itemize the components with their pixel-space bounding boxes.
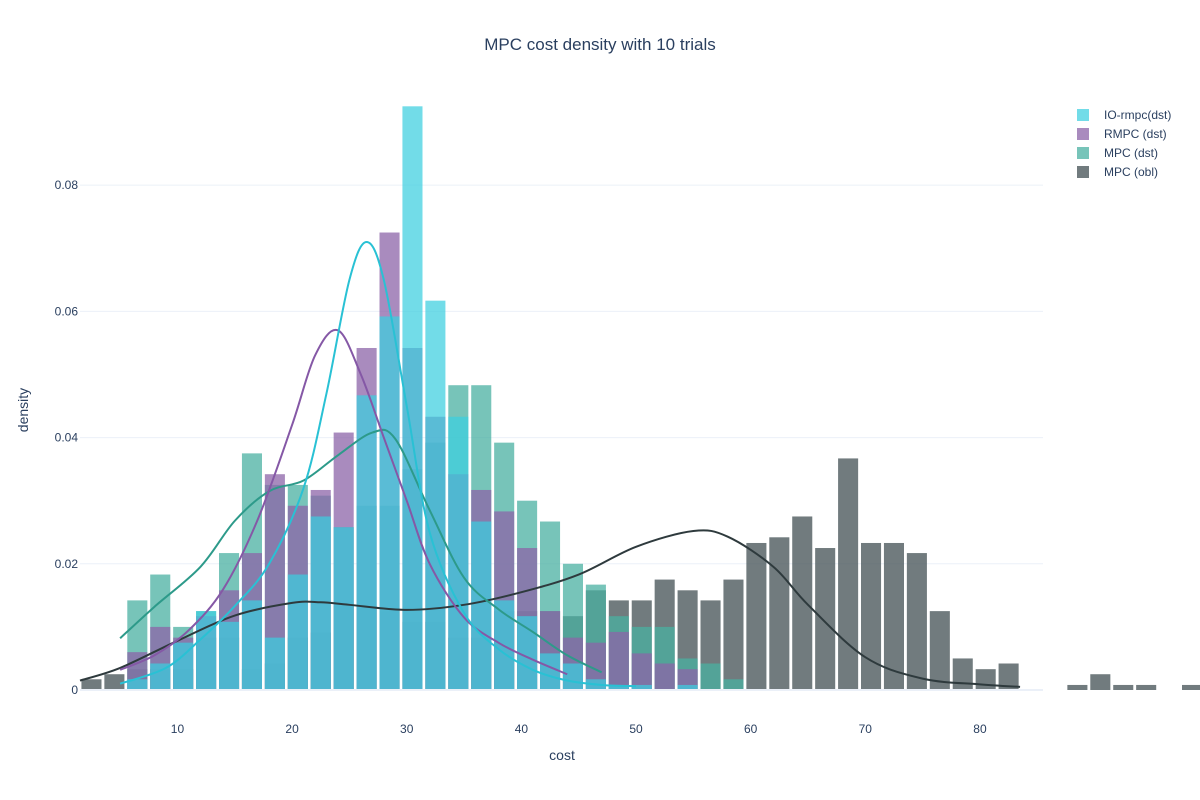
histogram-bar xyxy=(929,611,950,690)
y-tick-label: 0.02 xyxy=(55,557,79,571)
legend-item[interactable]: MPC (obl) xyxy=(1077,165,1158,179)
histogram-bar xyxy=(1090,674,1111,690)
histogram-bar xyxy=(150,663,171,690)
histogram-bar xyxy=(838,458,859,690)
histogram-bar xyxy=(952,658,973,690)
legend-item[interactable]: IO-rmpc(dst) xyxy=(1077,108,1171,122)
density-curve xyxy=(119,240,637,688)
histogram-bar xyxy=(241,600,262,690)
chart-title: MPC cost density with 10 trials xyxy=(484,35,715,54)
legend-item[interactable]: MPC (dst) xyxy=(1077,146,1158,160)
y-tick-label: 0.06 xyxy=(55,304,79,318)
histogram-bar xyxy=(631,684,652,690)
histogram-bar xyxy=(608,631,629,690)
histogram-bar xyxy=(792,516,813,690)
histogram-bar xyxy=(402,106,423,690)
histogram-bar xyxy=(700,663,721,690)
histogram-bar xyxy=(631,653,652,690)
x-axis-label: cost xyxy=(549,747,575,763)
histogram-bar xyxy=(883,542,904,690)
legend-label: RMPC (dst) xyxy=(1104,127,1167,141)
histogram-bar xyxy=(723,679,744,690)
legend-label: IO-rmpc(dst) xyxy=(1104,108,1171,122)
histogram-bar xyxy=(861,542,882,690)
x-axis-ticks: 10 20 30 40 50 60 70 80 xyxy=(171,722,987,736)
y-tick-label: 0 xyxy=(71,683,78,697)
histogram-bar xyxy=(677,669,698,690)
y-axis-label: density xyxy=(15,388,31,432)
y-tick-label: 0.04 xyxy=(55,431,79,445)
x-tick-label: 10 xyxy=(171,722,185,736)
legend-swatch xyxy=(1077,166,1089,178)
x-tick-label: 20 xyxy=(285,722,299,736)
histogram-bar xyxy=(815,548,836,690)
histogram-bar xyxy=(746,542,767,690)
density-curves xyxy=(79,240,1021,688)
histogram-bar xyxy=(173,642,194,690)
bar-group xyxy=(127,106,698,690)
histogram-bar xyxy=(517,616,538,690)
x-tick-label: 50 xyxy=(629,722,643,736)
x-tick-label: 80 xyxy=(973,722,987,736)
histogram-bar xyxy=(540,653,561,690)
histogram-bar xyxy=(287,574,308,690)
histogram-bar xyxy=(196,611,217,690)
histogram-bar xyxy=(998,663,1019,690)
histogram-bar xyxy=(264,474,285,690)
histogram-bar xyxy=(608,684,629,690)
histogram-bar xyxy=(562,663,583,690)
legend-swatch xyxy=(1077,128,1089,140)
x-tick-label: 30 xyxy=(400,722,414,736)
x-tick-label: 60 xyxy=(744,722,758,736)
histogram-bar xyxy=(264,637,285,690)
histogram-bar xyxy=(471,521,492,690)
histogram-bar xyxy=(448,416,469,690)
legend-label: MPC (dst) xyxy=(1104,146,1158,160)
histogram-bar xyxy=(1067,684,1088,690)
y-axis-ticks: 0 0.02 0.04 0.06 0.08 xyxy=(55,178,79,697)
histogram-bar xyxy=(379,316,400,690)
histogram-bar xyxy=(906,553,927,690)
histogram-bar xyxy=(677,684,698,690)
histogram-bar xyxy=(104,674,125,690)
x-tick-label: 70 xyxy=(859,722,873,736)
legend-swatch xyxy=(1077,109,1089,121)
histogram-bar xyxy=(356,395,377,690)
legend-label: MPC (obl) xyxy=(1104,165,1158,179)
legend-swatch xyxy=(1077,147,1089,159)
histogram-bar xyxy=(723,579,744,690)
histogram-bar xyxy=(769,537,790,690)
histogram-bar xyxy=(1182,684,1200,690)
gridlines xyxy=(80,184,1043,565)
histogram-bar xyxy=(585,642,606,690)
histogram-bars xyxy=(81,106,1200,690)
y-tick-label: 0.08 xyxy=(55,178,79,192)
legend-item[interactable]: RMPC (dst) xyxy=(1077,127,1167,141)
histogram-bar xyxy=(127,679,148,690)
histogram-bar xyxy=(1113,684,1134,690)
histogram-bar xyxy=(975,669,996,690)
legend[interactable]: IO-rmpc(dst) RMPC (dst) MPC (dst) MPC (obl) xyxy=(1077,108,1171,179)
histogram-bar xyxy=(219,621,240,690)
histogram-bar xyxy=(81,679,102,690)
histogram-bar xyxy=(1136,684,1157,690)
histogram-bar xyxy=(654,663,675,690)
histogram-bar xyxy=(425,300,446,690)
x-tick-label: 40 xyxy=(515,722,529,736)
histogram-bar xyxy=(333,527,354,690)
density-curve xyxy=(119,428,603,674)
density-curve xyxy=(79,529,1021,688)
